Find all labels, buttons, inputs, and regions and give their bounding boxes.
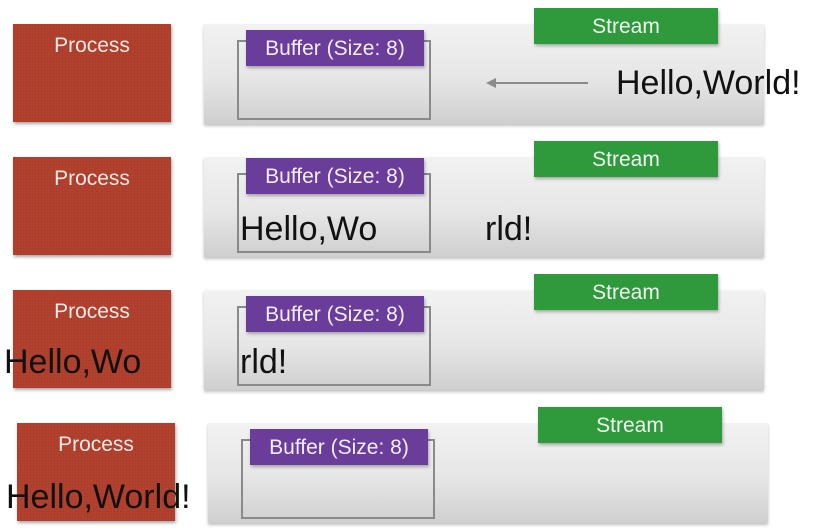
process-block: Process	[17, 423, 175, 521]
buffer-label: Buffer (Size: 8)	[246, 158, 424, 194]
diagram-step-2: Process Buffer (Size: 8) Stream Hello,Wo…	[0, 133, 816, 265]
process-data-text: Hello,World!	[6, 478, 191, 516]
buffer-label: Buffer (Size: 8)	[250, 429, 428, 465]
process-label: Process	[54, 34, 130, 57]
diagram-step-4: Process Buffer (Size: 8) Stream Hello,Wo…	[0, 399, 816, 531]
stream-label: Stream	[534, 8, 718, 44]
process-block: Process	[13, 24, 171, 122]
stream-label: Stream	[538, 407, 722, 443]
diagram-step-1: Process Buffer (Size: 8) Stream Hello,Wo…	[0, 0, 816, 132]
stream-label: Stream	[534, 274, 718, 310]
process-block: Process	[13, 290, 171, 388]
process-label: Process	[54, 300, 130, 323]
buffer-label: Buffer (Size: 8)	[246, 296, 424, 332]
stream-label: Stream	[534, 141, 718, 177]
process-label: Process	[58, 433, 134, 456]
buffer-data-text: rld!	[240, 343, 288, 381]
buffer-label: Buffer (Size: 8)	[246, 30, 424, 66]
diagram-step-3: Process Buffer (Size: 8) Stream Hello,Wo…	[0, 266, 816, 398]
buffer-data-text: Hello,Wo	[240, 210, 378, 248]
incoming-data-text: Hello,World!	[616, 64, 801, 102]
process-label: Process	[54, 167, 130, 190]
stream-data-text: rld!	[485, 210, 533, 248]
process-data-text: Hello,Wo	[4, 343, 142, 381]
process-block: Process	[13, 157, 171, 255]
arrow-icon	[486, 78, 588, 88]
